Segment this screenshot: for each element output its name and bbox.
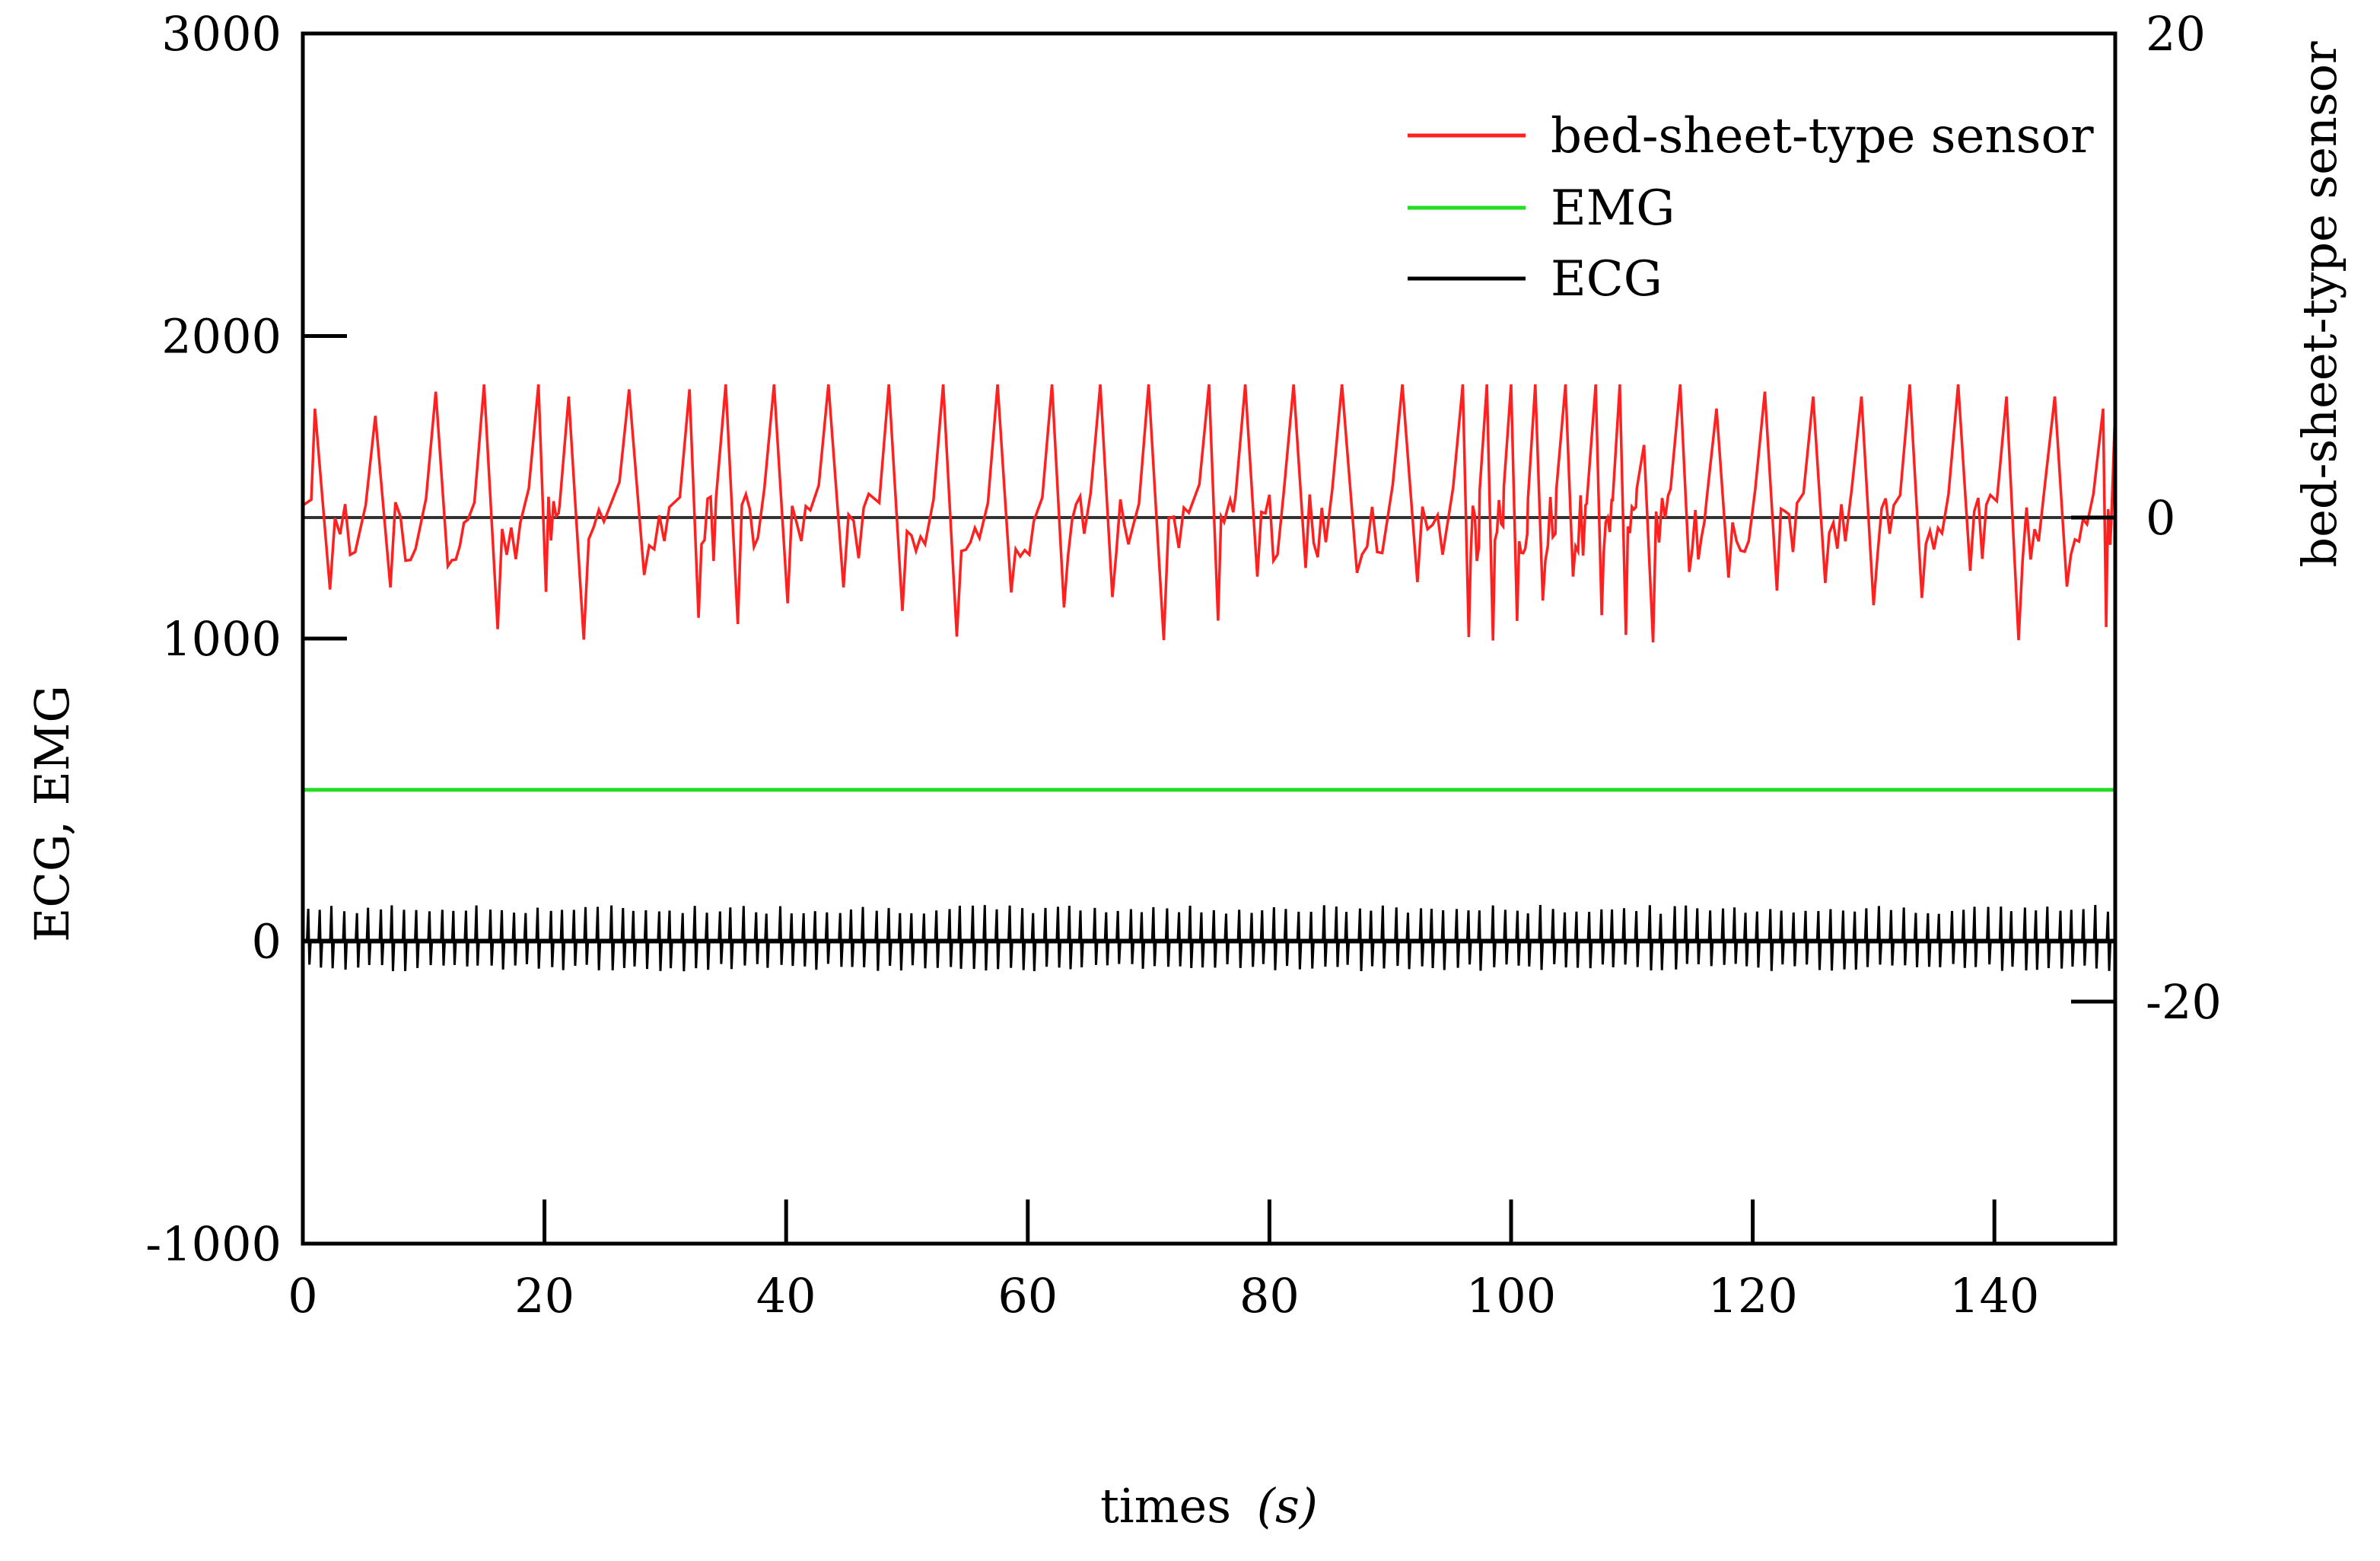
series-layer [303,384,2115,972]
legend-label-bed-sheet: bed-sheet-type sensor [1551,108,2094,164]
x-tick-label: 120 [1707,1268,1797,1324]
y-right-tick-label: 0 [2146,490,2175,546]
legend-item-bed-sheet: bed-sheet-type sensor [1408,108,2094,164]
x-axis-title: times (s) [1100,1478,1318,1534]
x-axis-label: times (s) [1100,1478,1318,1534]
legend-item-ecg: ECG [1408,251,1662,307]
y-left-tick-label: 0 [252,914,282,970]
x-axis-unit: (s) [1257,1478,1318,1534]
y-axis-left-label: ECG, EMG [24,685,80,942]
legend-item-emg: EMG [1408,180,1675,237]
y-right-tick-label: -20 [2146,974,2222,1030]
x-tick-label: 40 [756,1268,816,1324]
legend-label-emg: EMG [1551,180,1675,237]
x-tick-label: 100 [1466,1268,1556,1324]
y-left-tick-label: 3000 [161,6,282,62]
y-axis-right-label: bed-sheet-type sensor [2292,41,2347,568]
y-left-tick-label: 2000 [161,309,282,365]
x-axis-label-text: times [1100,1478,1231,1534]
y-left-tick-label: -1000 [145,1216,282,1272]
y-left-tick-label: 1000 [161,611,282,667]
legend: bed-sheet-type sensor EMG ECG [1408,108,2094,307]
x-tick-label: 0 [288,1268,317,1324]
series-bed-sheet-sensor-line [303,384,2115,643]
x-tick-label: 140 [1949,1268,2039,1324]
ticks-layer: 0 20 40 60 80 100 120 1403000200010000-1000200-… [145,6,2222,1324]
x-tick-label: 20 [514,1268,574,1324]
x-tick-label: 80 [1239,1268,1300,1324]
legend-label-ecg: ECG [1551,251,1662,307]
x-tick-label: 60 [998,1268,1058,1324]
y-right-tick-label: 20 [2146,6,2206,62]
